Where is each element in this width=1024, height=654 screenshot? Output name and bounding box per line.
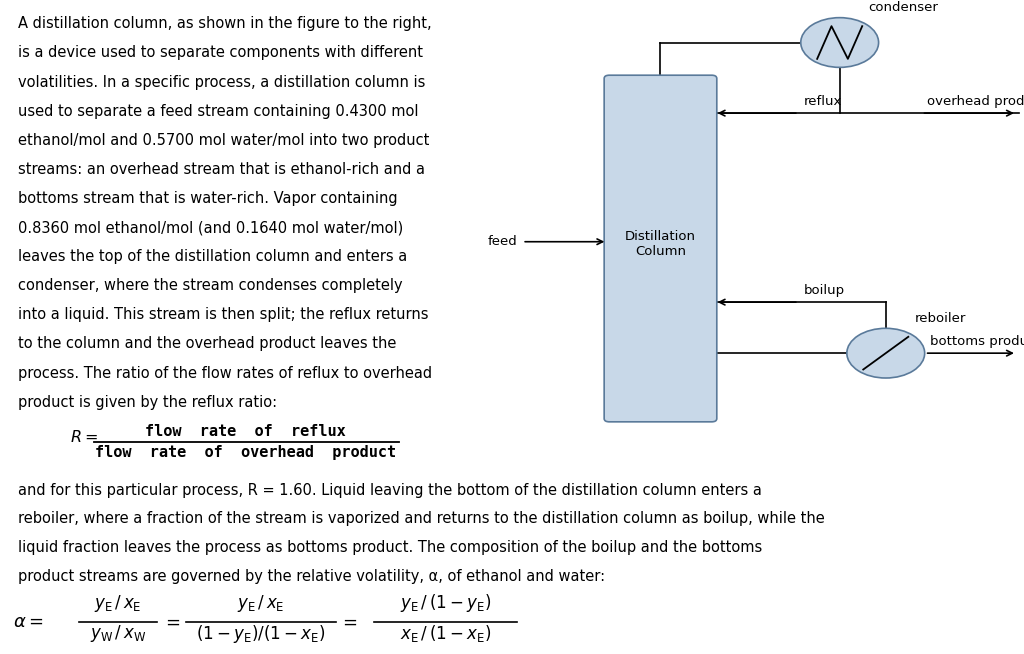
- Text: $y_\mathrm{E}\,/\,\left(1-y_\mathrm{E}\right)$: $y_\mathrm{E}\,/\,\left(1-y_\mathrm{E}\r…: [399, 592, 492, 614]
- Text: bottoms product: bottoms product: [930, 335, 1024, 348]
- Text: leaves the top of the distillation column and enters a: leaves the top of the distillation colum…: [18, 249, 408, 264]
- Text: $y_\mathrm{E}\,/\,x_\mathrm{E}$: $y_\mathrm{E}\,/\,x_\mathrm{E}$: [94, 593, 141, 614]
- Text: streams: an overhead stream that is ethanol-rich and a: streams: an overhead stream that is etha…: [18, 162, 425, 177]
- Text: volatilities. In a specific process, a distillation column is: volatilities. In a specific process, a d…: [18, 75, 426, 90]
- Text: condenser: condenser: [868, 1, 938, 14]
- Text: flow  rate  of  overhead  product: flow rate of overhead product: [95, 445, 396, 460]
- Text: product streams are governed by the relative volatility, α, of ethanol and water: product streams are governed by the rela…: [18, 569, 605, 584]
- Text: process. The ratio of the flow rates of reflux to overhead: process. The ratio of the flow rates of …: [18, 366, 432, 381]
- Text: reflux: reflux: [804, 95, 842, 108]
- Text: and for this particular process, R = 1.60. Liquid leaving the bottom of the dist: and for this particular process, R = 1.6…: [18, 483, 762, 498]
- Text: into a liquid. This stream is then split; the reflux returns: into a liquid. This stream is then split…: [18, 307, 429, 322]
- Text: $x_\mathrm{E}\,/\,\left(1-x_\mathrm{E}\right)$: $x_\mathrm{E}\,/\,\left(1-x_\mathrm{E}\r…: [399, 623, 492, 644]
- Text: overhead product: overhead product: [927, 95, 1024, 108]
- Text: liquid fraction leaves the process as bottoms product. The composition of the bo: liquid fraction leaves the process as bo…: [18, 540, 763, 555]
- Text: reboiler: reboiler: [914, 312, 966, 325]
- FancyBboxPatch shape: [604, 75, 717, 422]
- Text: $\left(1-y_\mathrm{E}\right)/\left(1-x_\mathrm{E}\right)$: $\left(1-y_\mathrm{E}\right)/\left(1-x_\…: [197, 623, 326, 645]
- Circle shape: [847, 328, 925, 378]
- Text: Distillation: Distillation: [625, 230, 696, 243]
- Text: $y_\mathrm{E}\,/\,x_\mathrm{E}$: $y_\mathrm{E}\,/\,x_\mathrm{E}$: [238, 593, 285, 614]
- Text: product is given by the reflux ratio:: product is given by the reflux ratio:: [18, 394, 278, 409]
- Text: bottoms stream that is water-rich. Vapor containing: bottoms stream that is water-rich. Vapor…: [18, 191, 398, 206]
- Text: A distillation column, as shown in the figure to the right,: A distillation column, as shown in the f…: [18, 16, 432, 31]
- Text: $\alpha=$: $\alpha=$: [12, 613, 43, 631]
- Text: feed: feed: [487, 235, 517, 249]
- Text: ethanol/mol and 0.5700 mol water/mol into two product: ethanol/mol and 0.5700 mol water/mol int…: [18, 133, 430, 148]
- Text: to the column and the overhead product leaves the: to the column and the overhead product l…: [18, 336, 397, 351]
- Text: is a device used to separate components with different: is a device used to separate components …: [18, 46, 424, 60]
- Text: $=$: $=$: [339, 613, 357, 631]
- Text: $=$: $=$: [162, 613, 180, 631]
- Text: 0.8360 mol ethanol/mol (and 0.1640 mol water/mol): 0.8360 mol ethanol/mol (and 0.1640 mol w…: [18, 220, 403, 235]
- Text: reboiler, where a fraction of the stream is vaporized and returns to the distill: reboiler, where a fraction of the stream…: [18, 511, 825, 526]
- Text: boilup: boilup: [804, 284, 845, 297]
- Text: flow  rate  of  reflux: flow rate of reflux: [145, 424, 346, 439]
- Text: $y_\mathrm{W}\,/\,x_\mathrm{W}$: $y_\mathrm{W}\,/\,x_\mathrm{W}$: [90, 623, 145, 644]
- Text: $R=$: $R=$: [70, 429, 97, 445]
- Circle shape: [801, 18, 879, 67]
- Text: Column: Column: [635, 245, 686, 258]
- Text: used to separate a feed stream containing 0.4300 mol: used to separate a feed stream containin…: [18, 103, 419, 118]
- Text: condenser, where the stream condenses completely: condenser, where the stream condenses co…: [18, 278, 403, 293]
